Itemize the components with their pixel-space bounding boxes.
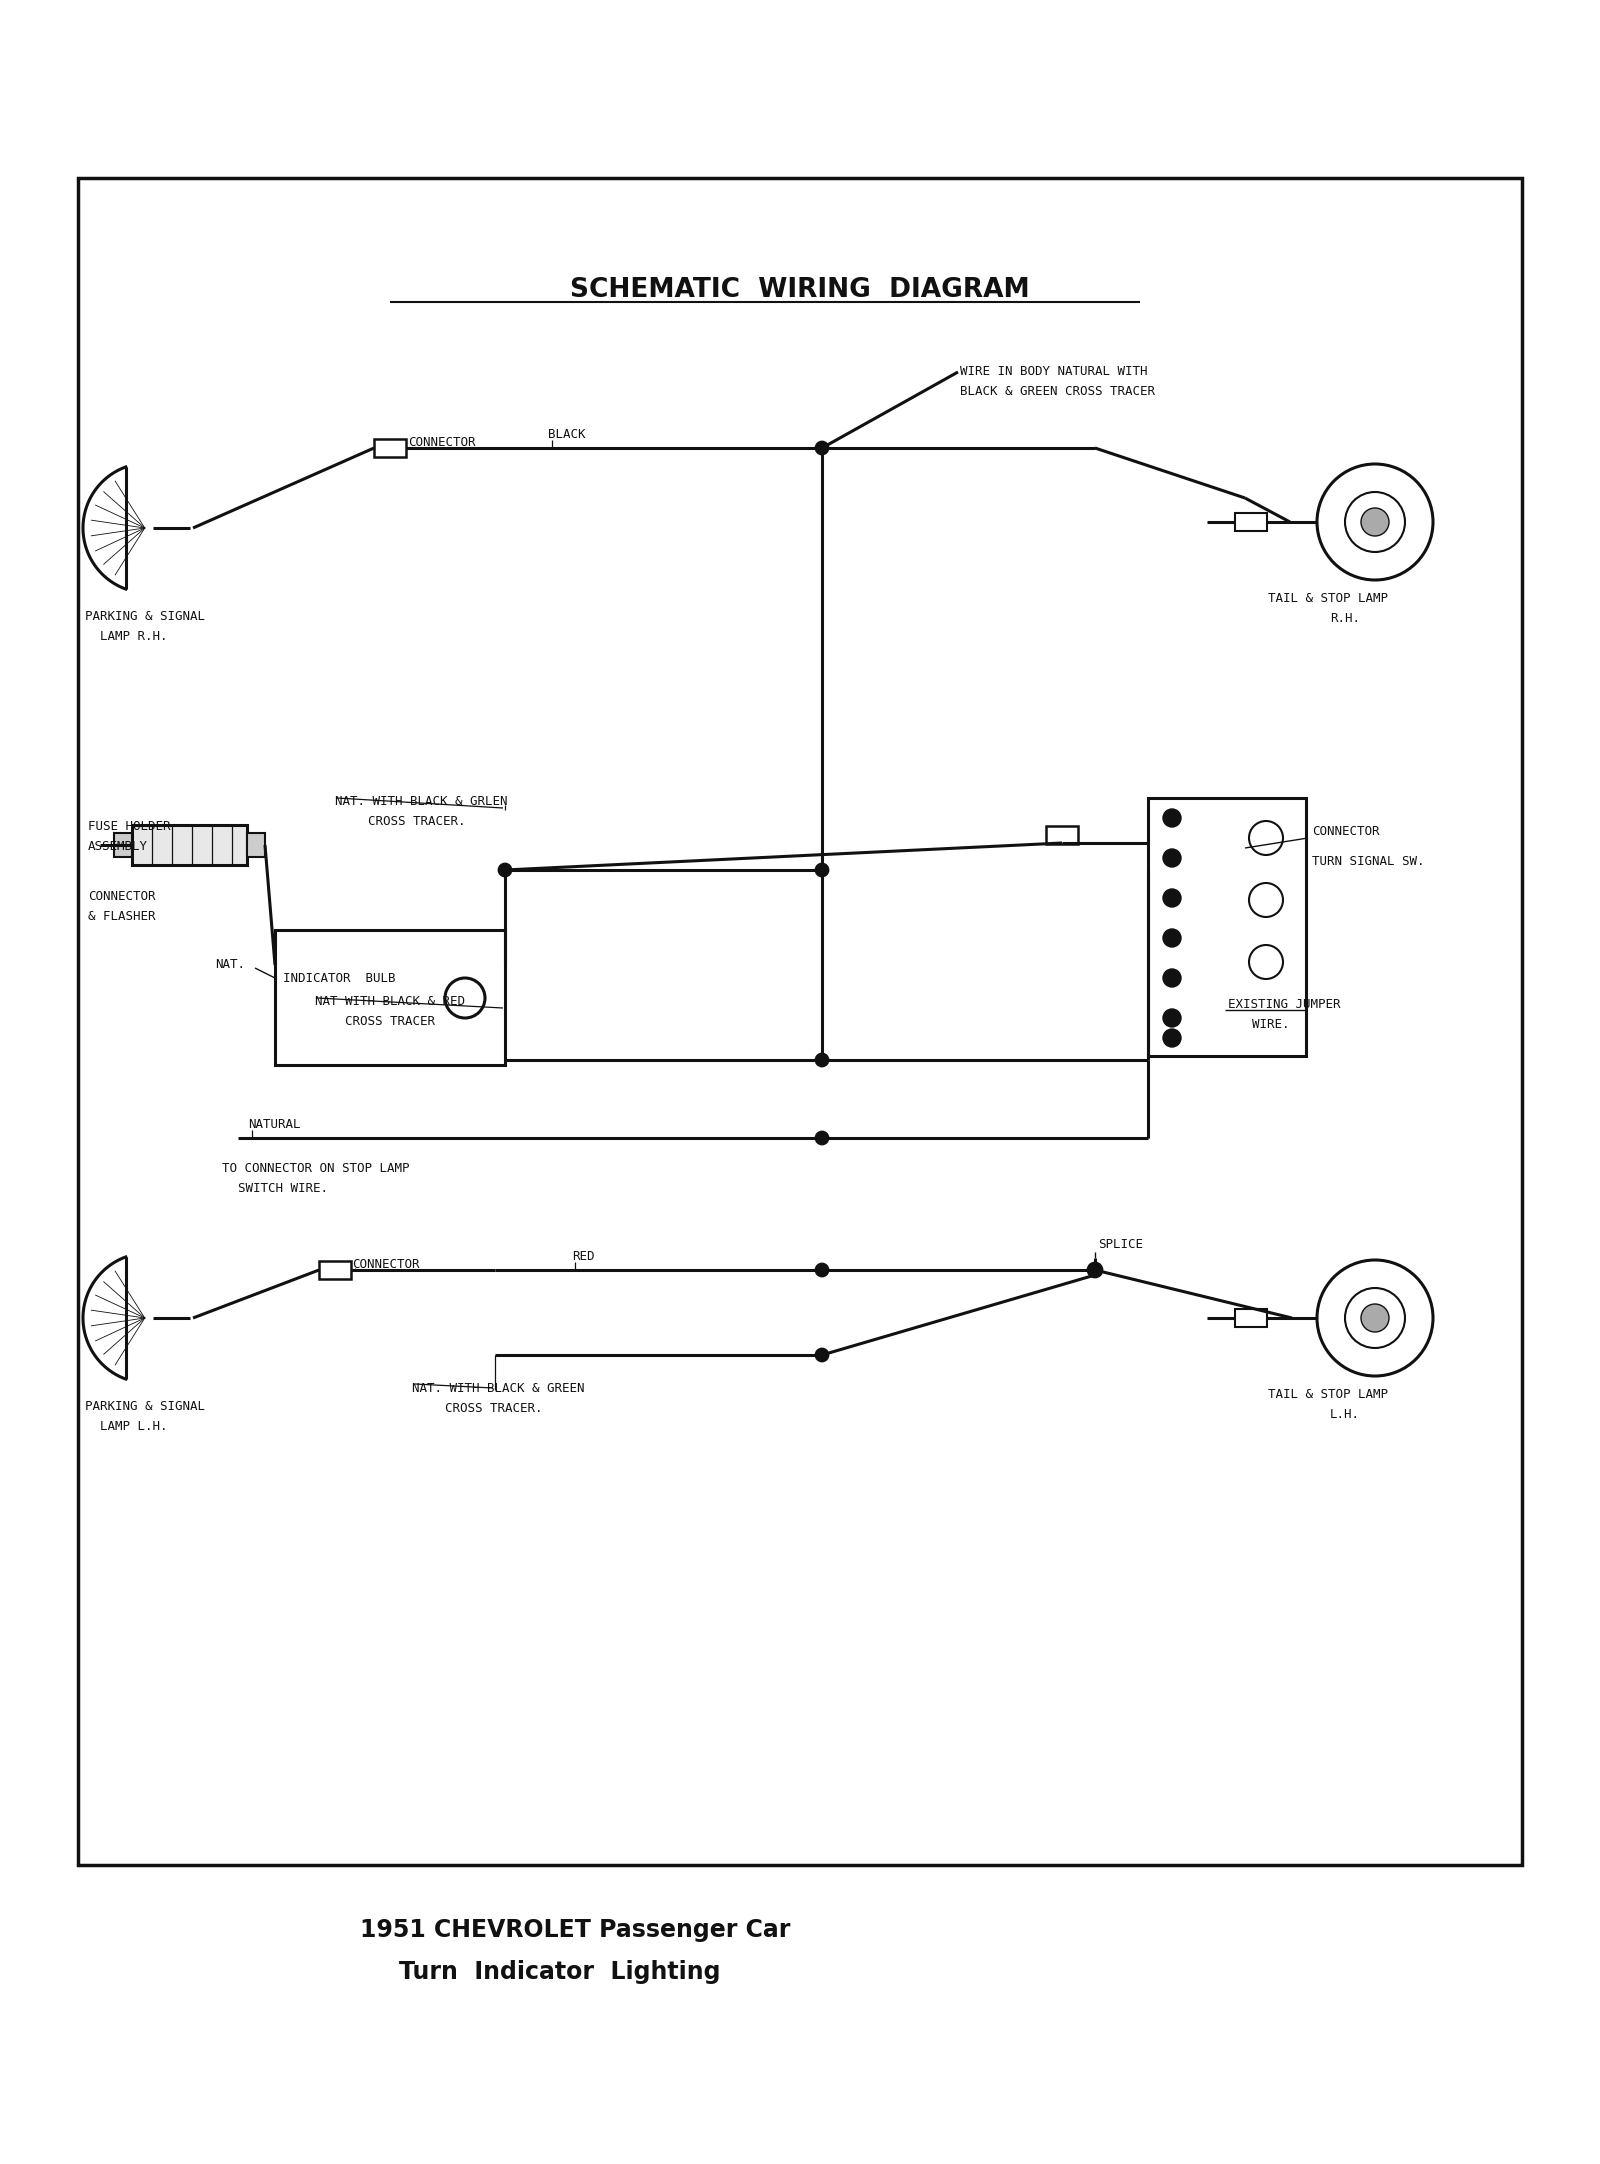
Text: EXISTING JUMPER: EXISTING JUMPER [1229,998,1341,1011]
Circle shape [1163,809,1181,827]
Text: SWITCH WIRE.: SWITCH WIRE. [238,1182,328,1195]
Bar [1149,799,1306,1056]
Text: INDICATOR  BULB: INDICATOR BULB [283,972,395,985]
Bar [275,931,506,1065]
Text: TAIL & STOP LAMP: TAIL & STOP LAMP [1267,593,1389,606]
Text: CROSS TRACER.: CROSS TRACER. [368,816,466,829]
Text: CROSS TRACER: CROSS TRACER [346,1015,435,1028]
Text: NAT. WITH BLACK & GRLEN: NAT. WITH BLACK & GRLEN [334,794,507,807]
Text: NAT WITH BLACK & RED: NAT WITH BLACK & RED [315,995,466,1008]
Circle shape [1163,1030,1181,1047]
Text: BLACK & GREEN CROSS TRACER: BLACK & GREEN CROSS TRACER [960,385,1155,398]
Circle shape [816,1054,829,1067]
Bar [114,833,131,857]
Bar [1235,513,1267,530]
Circle shape [816,863,829,876]
Text: FUSE HOLDER: FUSE HOLDER [88,820,171,833]
Text: L.H.: L.H. [1330,1409,1360,1422]
Text: CROSS TRACER.: CROSS TRACER. [445,1402,542,1415]
Text: PARKING & SIGNAL: PARKING & SIGNAL [85,610,205,623]
Text: CONNECTOR: CONNECTOR [352,1257,419,1270]
Text: CONNECTOR: CONNECTOR [88,889,155,902]
Circle shape [1163,889,1181,907]
Text: R.H.: R.H. [1330,612,1360,625]
Text: ASSEMBLY: ASSEMBLY [88,840,147,853]
Bar [78,177,1522,1865]
Text: CONNECTOR: CONNECTOR [1312,824,1379,837]
Text: SPLICE: SPLICE [1098,1238,1142,1251]
Bar [374,439,406,457]
Text: TURN SIGNAL SW.: TURN SIGNAL SW. [1312,855,1424,868]
Circle shape [816,1348,829,1361]
Circle shape [816,1264,829,1277]
Text: & FLASHER: & FLASHER [88,911,155,924]
Text: TAIL & STOP LAMP: TAIL & STOP LAMP [1267,1387,1389,1400]
Circle shape [816,441,829,454]
Text: RED: RED [573,1251,595,1264]
Text: BLACK: BLACK [547,428,586,441]
Text: WIRE.: WIRE. [1251,1017,1290,1030]
Text: PARKING & SIGNAL: PARKING & SIGNAL [85,1400,205,1413]
Text: LAMP L.H.: LAMP L.H. [99,1420,168,1433]
Text: Turn  Indicator  Lighting: Turn Indicator Lighting [400,1961,720,1984]
Bar [246,833,266,857]
Circle shape [1163,928,1181,948]
Circle shape [1163,848,1181,868]
Circle shape [499,863,510,876]
Text: TO CONNECTOR ON STOP LAMP: TO CONNECTOR ON STOP LAMP [222,1162,410,1175]
Circle shape [1163,1008,1181,1028]
Circle shape [1088,1264,1102,1277]
Text: NAT. WITH BLACK & GREEN: NAT. WITH BLACK & GREEN [413,1383,584,1396]
Text: CONNECTOR: CONNECTOR [408,435,475,448]
Text: NATURAL: NATURAL [248,1119,301,1132]
Circle shape [1362,1305,1389,1333]
Circle shape [1163,969,1181,987]
Text: 1951 CHEVROLET Passenger Car: 1951 CHEVROLET Passenger Car [360,1917,790,1941]
Bar [1235,1309,1267,1327]
Bar [131,824,246,866]
Bar [318,1262,350,1279]
Text: SCHEMATIC  WIRING  DIAGRAM: SCHEMATIC WIRING DIAGRAM [570,277,1030,303]
Bar [1046,827,1078,844]
Circle shape [816,1132,829,1145]
Circle shape [1362,509,1389,537]
Text: NAT.: NAT. [214,959,245,972]
Text: LAMP R.H.: LAMP R.H. [99,630,168,643]
Text: WIRE IN BODY NATURAL WITH: WIRE IN BODY NATURAL WITH [960,366,1147,379]
